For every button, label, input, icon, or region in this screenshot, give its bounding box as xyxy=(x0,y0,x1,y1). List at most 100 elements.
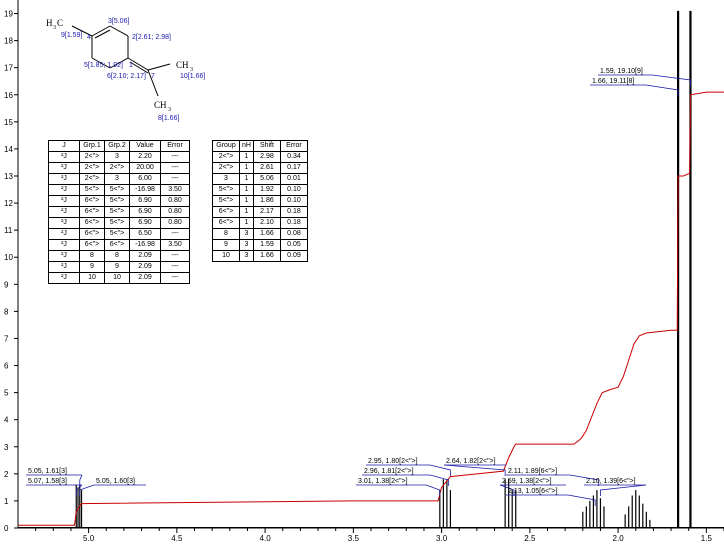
atom-label: 1 xyxy=(129,62,133,69)
table-cell: 3 xyxy=(104,173,130,185)
methyl-bond xyxy=(147,63,171,71)
peak-label-connector xyxy=(569,474,600,486)
table-cell: 8 xyxy=(104,250,130,262)
table-cell: 10 xyxy=(212,250,240,262)
molecule-structure: H 3 C CH 3 CH 3 3[5.06] 2[2.61; 2.98] 9[… xyxy=(46,18,205,122)
y-tick-label: 7 xyxy=(4,334,9,343)
atom-label: 3[5.06] xyxy=(108,18,129,25)
methyl-bottom-sub: 3 xyxy=(168,107,171,113)
shift-table: Group nH Shift Error 2<"> 1 2.98 0.34 2<"> 1 2… xyxy=(212,140,308,262)
peak-label: 5.05, 1.60[3] xyxy=(96,478,135,485)
table-cell: 6.90 xyxy=(129,195,161,207)
table-cell: 6<"> xyxy=(212,206,240,218)
table-cell: ²J xyxy=(48,184,80,196)
integral-curve xyxy=(18,91,724,526)
column-header: Grp.2 xyxy=(104,140,130,152)
y-tick-label: 13 xyxy=(4,172,13,181)
table-cell: 0.18 xyxy=(279,217,308,229)
ring-bond xyxy=(91,57,111,69)
table-cell: 1 xyxy=(239,184,254,196)
column-header: Grp.1 xyxy=(79,140,105,152)
peak-label-connector xyxy=(651,74,691,86)
peak-label-connector xyxy=(75,484,83,496)
atom-label: 7 xyxy=(151,73,155,80)
y-tick-label: 17 xyxy=(4,64,13,73)
table-cell: 5<"> xyxy=(212,195,240,207)
peak-label-connector xyxy=(79,474,83,486)
exo-double-bond xyxy=(129,61,149,74)
table-cell: 2.10 xyxy=(252,217,281,229)
atom-label: 2[2.61; 2.98] xyxy=(132,34,171,41)
table-cell: --- xyxy=(160,228,190,240)
table-cell: --- xyxy=(160,162,190,174)
y-tick-label: 4 xyxy=(4,416,9,425)
table-cell: 10 xyxy=(79,272,105,284)
x-tick-label: 2.0 xyxy=(613,534,625,543)
table-cell: 6<"> xyxy=(104,239,130,251)
x-tick-label: 4.5 xyxy=(171,534,183,543)
table-cell: 2.17 xyxy=(252,206,281,218)
table-cell: 1.86 xyxy=(252,195,281,207)
methyl-right-ch: CH xyxy=(176,60,189,70)
y-tick-label: 5 xyxy=(4,389,9,398)
column-header: Value xyxy=(129,140,161,152)
y-tick-label: 14 xyxy=(4,145,13,154)
table-cell: 0.17 xyxy=(279,162,308,174)
peak-label-connector xyxy=(499,484,515,496)
peak-label-connector xyxy=(443,464,506,476)
table-row: ²J 6<"> 5<"> 6.90 0.80 xyxy=(48,206,190,218)
table-cell: 5<"> xyxy=(104,195,130,207)
table-cell: 0.01 xyxy=(279,173,308,185)
table-cell: 1.59 xyxy=(252,239,281,251)
table-cell: --- xyxy=(160,250,190,262)
atom-label: 8[1.66] xyxy=(158,115,179,122)
peak-label-connector xyxy=(79,484,95,496)
table-cell: 0.18 xyxy=(279,206,308,218)
x-tick-label: 3.5 xyxy=(348,534,360,543)
y-tick-label: 18 xyxy=(4,37,13,46)
table-cell: 2.09 xyxy=(129,261,161,273)
table-cell: 3 xyxy=(212,173,240,185)
methyl-left-h: H xyxy=(46,18,53,28)
table-row: ²J 5<"> 5<"> -16.98 3.50 xyxy=(48,184,190,196)
atom-label: 6[2.10; 2.17] xyxy=(107,73,146,80)
table-cell: 0.34 xyxy=(279,151,308,163)
y-tick-label: 11 xyxy=(4,226,13,235)
table-cell: 2.98 xyxy=(252,151,281,163)
peak-label-connector xyxy=(429,464,451,476)
table-cell: 9 xyxy=(104,261,130,273)
table-cell: 6<"> xyxy=(79,217,105,229)
table-cell: 10 xyxy=(104,272,130,284)
table-cell: 2<"> xyxy=(212,151,240,163)
column-header: nH xyxy=(239,140,254,152)
table-cell: 2<"> xyxy=(79,162,105,174)
table-cell: 2<"> xyxy=(212,162,240,174)
table-cell: -16.98 xyxy=(129,239,161,251)
column-header: Shift xyxy=(252,140,281,152)
coupling-table-body: ²J 2<"> 3 2.20 --- ²J 2<"> 2<"> 20.00 --- ²J 2<"> 3 6… xyxy=(48,151,190,284)
table-cell: 20.00 xyxy=(129,162,161,174)
table-cell: 2<"> xyxy=(104,162,130,174)
table-row: 3 1 5.06 0.01 xyxy=(212,173,308,185)
table-cell: ²J xyxy=(48,195,80,207)
table-cell: 6<"> xyxy=(79,228,105,240)
table-cell: 5<"> xyxy=(104,206,130,218)
y-tick-label: 16 xyxy=(4,91,13,100)
table-cell: 9 xyxy=(79,261,105,273)
table-cell: 8 xyxy=(212,228,240,240)
table-cell: --- xyxy=(160,151,190,163)
table-cell: 0.09 xyxy=(279,250,308,262)
table-cell: 5<"> xyxy=(212,184,240,196)
table-cell: --- xyxy=(160,272,190,284)
table-cell: 5<"> xyxy=(104,217,130,229)
table-cell: 3.50 xyxy=(160,184,190,196)
atom-label: 5[1.85; 1.92] xyxy=(84,62,123,69)
table-cell: --- xyxy=(160,173,190,185)
table-cell: 1.66 xyxy=(252,250,281,262)
y-tick-label: 19 xyxy=(4,10,13,19)
table-cell: 2.20 xyxy=(129,151,161,163)
peak-label: 3.01, 1.38[2<">] xyxy=(358,478,408,485)
table-cell: 0.80 xyxy=(160,206,190,218)
exo-bond xyxy=(127,57,149,71)
shift-table-body: 2<"> 1 2.98 0.34 2<"> 1 2.61 0.17 3 1 5.06 0.01 5<">… xyxy=(212,151,308,262)
